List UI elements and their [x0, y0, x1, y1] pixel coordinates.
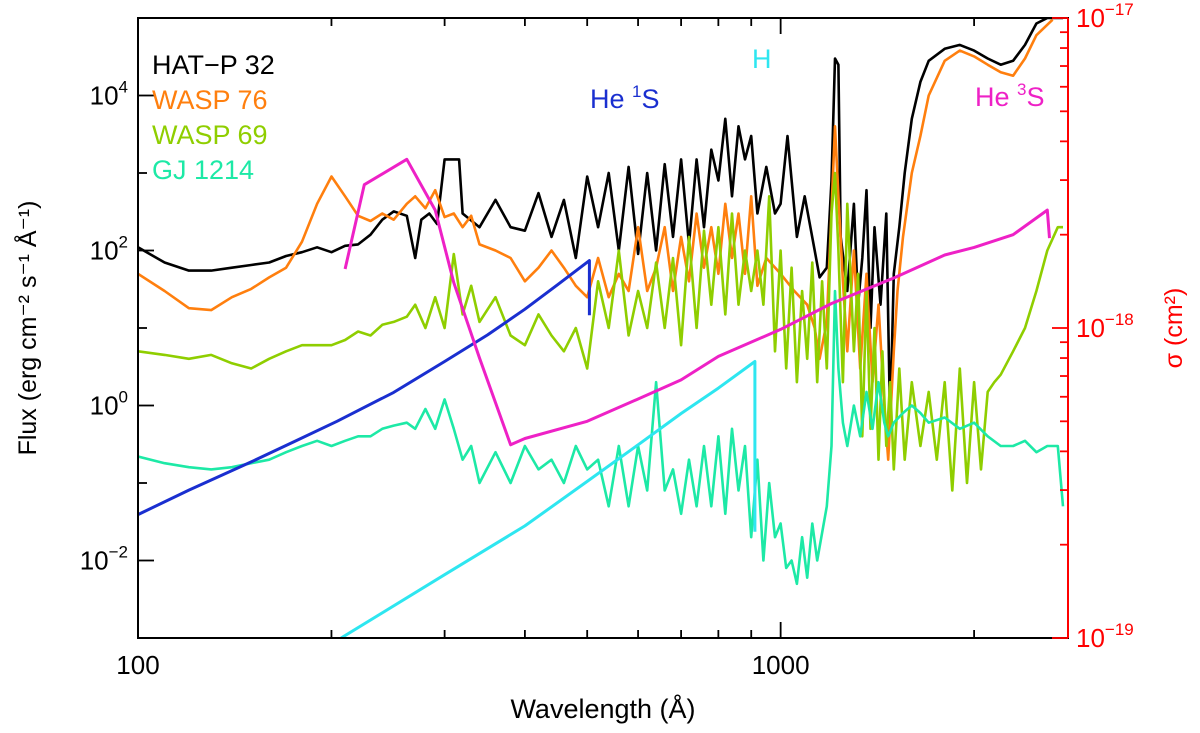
legend-entry-gj-1214: GJ 1214 [152, 155, 254, 185]
y-right-tick-label: 10−17 [1076, 0, 1134, 33]
series-line-hat-p-32 [138, 18, 1063, 424]
cross-section-line-he-s [343, 157, 1051, 447]
legend-entry-hat-p-32: HAT−P 32 [152, 50, 275, 80]
series-line-wasp-69 [138, 171, 1063, 492]
y-left-tick-label: 104 [90, 78, 128, 111]
y-left-tick-label: 102 [90, 233, 128, 266]
x-axis-label: Wavelength (Å) [510, 693, 695, 724]
legend-entry-wasp-76: WASP 76 [152, 85, 268, 115]
series-layer [138, 18, 1065, 638]
legend-entry-wasp-69: WASP 69 [152, 120, 268, 150]
x-tick-label: 1000 [752, 650, 810, 680]
series-label-he-s: He 3S [975, 80, 1045, 112]
y-right-tick-label: 10−19 [1076, 620, 1134, 653]
series-line-wasp-76 [138, 18, 1054, 461]
y-left-tick-label: 100 [90, 388, 128, 421]
cross-section-line-h [340, 360, 757, 638]
y-right-tick-label: 10−18 [1076, 310, 1134, 343]
right-axis-label: σ (cm²) [1160, 288, 1188, 369]
y-left-tick-label: 10−2 [80, 543, 128, 576]
ticks-layer: 100 1000 10−2 100 102 104 10−19 10−18 10−17 [80, 0, 1134, 680]
series-label-h: H [752, 44, 772, 74]
x-tick-label: 100 [116, 650, 159, 680]
series-label-he-s: He 1S [590, 82, 660, 114]
cross-section-line-he-s [138, 259, 591, 516]
left-axis-label: Flux (erg cm⁻² s⁻¹ Å⁻¹) [12, 201, 42, 456]
series-labels: He 1S H He 3S [590, 44, 1045, 114]
legend: HAT−P 32 WASP 76 WASP 69 GJ 1214 [152, 50, 275, 185]
series-line-gj-1214 [138, 289, 1065, 586]
